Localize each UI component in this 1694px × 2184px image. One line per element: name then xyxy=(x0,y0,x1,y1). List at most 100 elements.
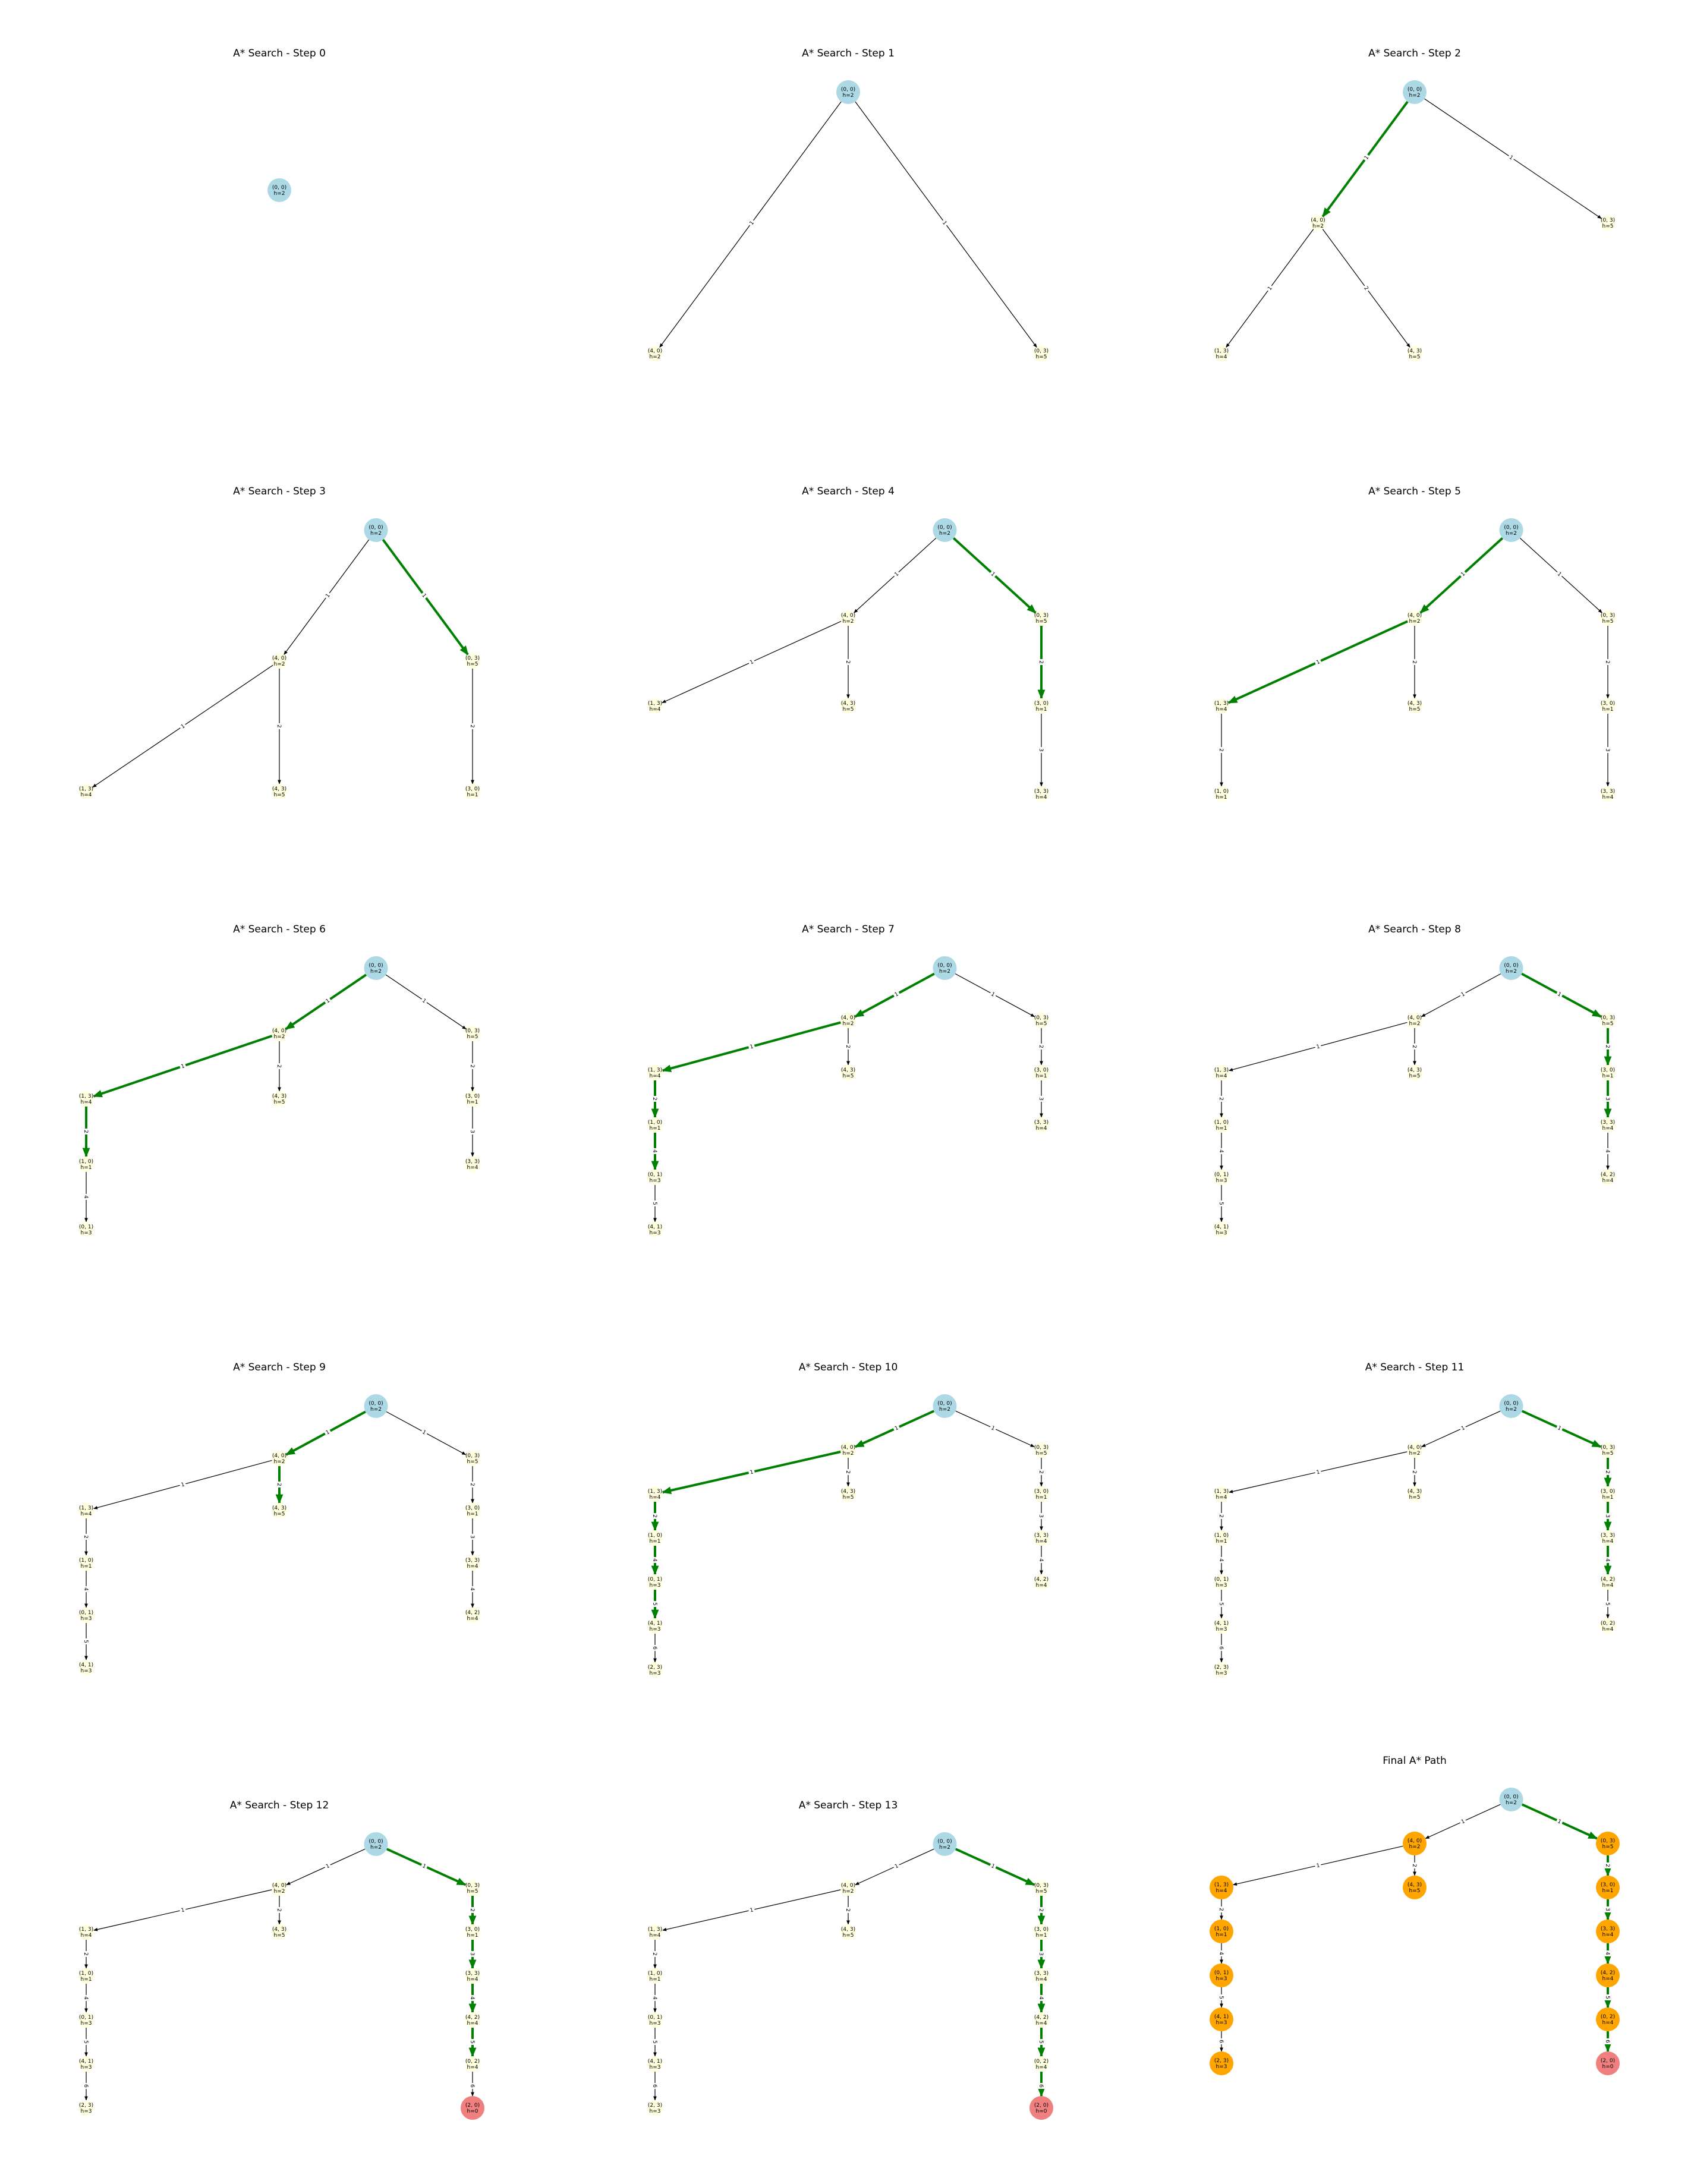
node-label-line: (1, 3) xyxy=(1214,1067,1229,1073)
panel-13: A* Search - Step 131 11 2 22 34 45 56 6(0, 0) h=… xyxy=(647,1799,1053,2120)
node-label-line: (3, 3) xyxy=(465,1159,480,1165)
edge-weight: 5 xyxy=(651,1200,659,1206)
node-circle xyxy=(647,1486,663,1502)
edge-weight-label: 1 xyxy=(893,571,900,578)
node-label-line: h=2 xyxy=(1506,969,1517,975)
node-label-line: (4, 2) xyxy=(465,1610,480,1616)
node-frontier: (0, 1) h=3 xyxy=(647,1574,663,1590)
node-goal: (2, 0) h=0 xyxy=(1596,2051,1620,2075)
node-label-line: (4, 0) xyxy=(1408,1015,1422,1021)
node-label: (0, 3) h=5 xyxy=(1601,1445,1615,1457)
node-label-line: (0, 0) xyxy=(272,185,286,191)
node-label: (4, 0) h=2 xyxy=(841,1015,855,1027)
node-label-line: (4, 0) xyxy=(841,1445,855,1451)
edge-weight-label: 5 xyxy=(83,2040,89,2044)
node-label-line: (0, 0) xyxy=(1504,1401,1518,1407)
node-label: (1, 3) h=4 xyxy=(79,1093,93,1105)
node-label-line: (4, 1) xyxy=(648,2059,662,2065)
edge-weight-bg xyxy=(1506,153,1516,162)
node-label-line: (4, 2) xyxy=(1034,1577,1048,1583)
edge-weight: 2 xyxy=(469,1907,476,1913)
node-label-line: h=2 xyxy=(1409,1844,1421,1850)
node-frontier: (1, 0) h=1 xyxy=(78,1968,94,1984)
node-frontier: (1, 3) h=4 xyxy=(78,1091,94,1107)
node-start: (0, 0) h=2 xyxy=(364,1832,388,1856)
node-label: (0, 0) h=2 xyxy=(937,1401,952,1413)
node-label: (1, 3) h=4 xyxy=(1214,1882,1229,1894)
edge-weight-bg xyxy=(276,1063,283,1069)
edge-weight-label: 1 xyxy=(990,1863,996,1870)
edge-weight-bg xyxy=(1361,283,1371,293)
node-label: (0, 1) h=3 xyxy=(1214,1172,1229,1184)
node-frontier: (0, 2) h=4 xyxy=(1600,1618,1616,1634)
node-final_path_node: (1, 3) h=4 xyxy=(1210,1876,1233,1899)
node-label: (0, 0) h=2 xyxy=(1504,1794,1518,1806)
edge-weight-bg xyxy=(1555,569,1564,579)
edge-weight: 6 xyxy=(651,2083,659,2089)
node-label-line: (1, 3) xyxy=(79,1505,93,1511)
edge-weight-label: 5 xyxy=(1038,2040,1044,2044)
node-frontier: (4, 2) h=4 xyxy=(1034,1574,1049,1590)
node-label: (0, 2) h=4 xyxy=(1034,2059,1048,2070)
node-label-line: h=4 xyxy=(467,1616,478,1622)
edge-weight-label: 4 xyxy=(469,1996,475,2000)
edge-weight: 1 xyxy=(988,569,998,579)
node-label-line: (4, 0) xyxy=(1311,218,1325,223)
edge-weight-bg xyxy=(1038,1096,1045,1102)
node-label: (3, 0) h=1 xyxy=(1034,1489,1048,1501)
node-frontier: (4, 0) h=2 xyxy=(1310,215,1326,231)
node-label: (2, 0) h=0 xyxy=(1601,2058,1615,2070)
edge-weight-bg xyxy=(1604,1148,1611,1154)
node-label: (1, 3) h=4 xyxy=(79,1505,93,1517)
node-label: (1, 3) h=4 xyxy=(79,1927,93,1939)
node-label-line: (4, 1) xyxy=(648,1224,662,1230)
node-label: (3, 3) h=4 xyxy=(1034,789,1048,801)
node-label: (2, 0) h=0 xyxy=(465,2103,480,2114)
edge-weight-bg xyxy=(469,1534,476,1540)
node-label-line: (0, 2) xyxy=(1034,2059,1048,2065)
node-label: (1, 3) h=4 xyxy=(79,786,93,798)
node-label: (0, 1) h=3 xyxy=(648,1172,662,1184)
edge-weight-label: 4 xyxy=(83,1587,89,1591)
node-label-line: h=1 xyxy=(467,792,478,798)
node-label: (0, 3) h=5 xyxy=(1601,1838,1615,1850)
edge-weight: 4 xyxy=(469,1586,476,1592)
node-label-line: h=2 xyxy=(939,1407,950,1413)
node-frontier: (1, 0) h=1 xyxy=(1214,1117,1229,1133)
edge-weight-bg xyxy=(1604,1950,1611,1956)
node-label-line: (2, 3) xyxy=(1214,2058,1229,2064)
node-label-line: (0, 3) xyxy=(465,1883,480,1889)
node-label-line: (0, 3) xyxy=(1034,1883,1048,1889)
edge-weight-label: 2 xyxy=(651,1952,657,1956)
edge-weight-label: 1 xyxy=(325,1429,331,1436)
node-label-line: (0, 0) xyxy=(937,1401,952,1407)
edge-weight: 1 xyxy=(1265,283,1275,293)
edge-weight-bg xyxy=(1314,1468,1322,1476)
node-label: (4, 1) h=3 xyxy=(648,1224,662,1236)
node-circle xyxy=(1596,1832,1620,1855)
node-label: (1, 0) h=1 xyxy=(79,1971,93,1983)
node-frontier: (0, 1) h=3 xyxy=(78,1222,94,1237)
edge-weight-label: 3 xyxy=(1038,1952,1044,1956)
edge-weight-label: 2 xyxy=(276,724,282,728)
edge-weight-bg xyxy=(1458,989,1468,999)
node-label: (4, 1) h=3 xyxy=(1214,2014,1229,2026)
edge-weight: 5 xyxy=(1604,1601,1611,1607)
node-circle xyxy=(1600,1530,1616,1546)
edge-weight: 1 xyxy=(179,1906,187,1914)
node-label: (0, 0) h=2 xyxy=(272,185,286,197)
node-label: (1, 0) h=1 xyxy=(79,1159,93,1171)
node-start: (0, 0) h=2 xyxy=(267,178,291,202)
edge-weight-label: 4 xyxy=(651,1558,657,1562)
edge-weight-label: 3 xyxy=(1604,1908,1610,1911)
node-frontier: (0, 3) h=5 xyxy=(1034,1880,1049,1896)
node-goal: (2, 0) h=0 xyxy=(461,2096,484,2120)
edge-weight-label: 4 xyxy=(1218,1558,1224,1562)
node-frontier: (3, 3) h=4 xyxy=(1034,1117,1049,1133)
edge-weight: 3 xyxy=(469,1129,476,1134)
node-label: (4, 0) h=2 xyxy=(1311,218,1325,229)
panel-title: A* Search - Step 13 xyxy=(799,1799,898,1811)
node-circle xyxy=(840,1924,856,1940)
edge-weight: 1 xyxy=(892,989,901,999)
node-label-line: (4, 1) xyxy=(1214,1224,1229,1230)
